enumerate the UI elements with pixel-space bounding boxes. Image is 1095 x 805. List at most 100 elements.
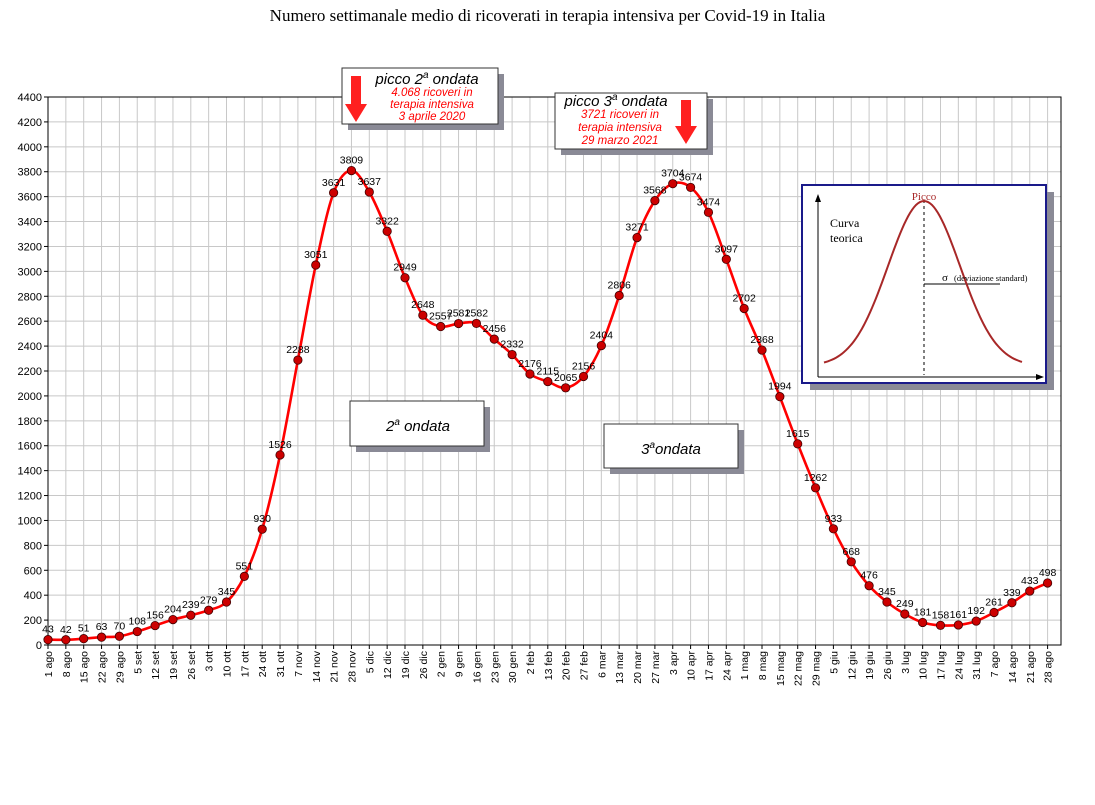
data-label-47: 345 — [878, 586, 896, 598]
data-label-20: 2949 — [393, 262, 417, 274]
data-label-48: 249 — [896, 598, 914, 610]
y-tick-label-11: 2200 — [18, 366, 42, 378]
peak3-line1: 3721 ricoveri in — [581, 109, 659, 121]
y-tick-label-20: 4000 — [18, 142, 42, 154]
data-label-51: 161 — [950, 609, 968, 621]
peak3-line2: terapia intensiva — [578, 122, 662, 134]
data-point-6 — [150, 620, 160, 631]
data-labels: 43 42 51 63 70 108 156 204 239 279345551930152622… — [42, 155, 1056, 636]
x-tick-label-27: 2 feb — [525, 651, 537, 675]
x-tick-label-43: 29 mag — [811, 651, 823, 686]
data-label-50: 158 — [932, 609, 950, 621]
y-tick-label-12: 2400 — [18, 341, 42, 353]
data-label-16: 3631 — [322, 177, 346, 189]
x-tick-label-28: 13 feb — [543, 651, 555, 680]
data-label-44: 933 — [825, 513, 843, 525]
data-point-42 — [793, 439, 803, 449]
data-point-3 — [96, 632, 107, 642]
data-point-8 — [186, 610, 196, 620]
data-point-36 — [685, 182, 696, 193]
data-label-34: 3568 — [643, 185, 667, 197]
data-label-29: 2065 — [554, 372, 578, 384]
data-point-37 — [703, 207, 714, 217]
data-point-19 — [382, 226, 392, 236]
x-tick-label-23: 9 gen — [454, 651, 466, 677]
data-point-40 — [757, 345, 767, 355]
data-label-35: 3704 — [661, 168, 685, 180]
y-tick-label-2: 400 — [24, 590, 42, 602]
data-point-52 — [971, 616, 981, 626]
y-tick-label-13: 2600 — [18, 316, 42, 328]
x-tick-label-53: 7 ago — [989, 651, 1001, 677]
data-markers — [43, 166, 1053, 645]
data-label-55: 433 — [1021, 575, 1039, 587]
peak3-title: picco 3a ondata — [563, 92, 667, 110]
x-tick-label-5: 5 set — [132, 651, 144, 674]
x-tick-label-44: 5 giu — [828, 651, 840, 674]
x-tick-label-16: 21 nov — [329, 650, 341, 682]
x-tick-label-4: 29 ago — [114, 651, 126, 683]
x-tick-label-34: 27 mar — [650, 651, 662, 684]
wave3-label: 3aondata — [603, 423, 744, 474]
data-point-24 — [471, 318, 481, 329]
data-point-15 — [311, 260, 321, 270]
peak2-annotation: picco 2a ondata 4.068 ricoveri in terapi… — [341, 67, 504, 130]
data-label-52: 192 — [967, 605, 985, 617]
x-tick-label-49: 10 lug — [918, 651, 930, 680]
data-label-14: 2288 — [286, 344, 310, 356]
x-tick-label-48: 3 lug — [900, 651, 912, 674]
y-tick-label-15: 3000 — [18, 266, 42, 278]
data-label-41: 1994 — [768, 381, 792, 393]
data-point-23 — [453, 318, 464, 329]
data-point-33 — [632, 233, 642, 243]
data-label-27: 2176 — [518, 358, 542, 370]
y-tick-label-17: 3400 — [18, 217, 42, 229]
x-tick-label-33: 20 mar — [632, 651, 644, 684]
y-tick-label-3: 600 — [24, 565, 42, 577]
wave2-label: 2a ondata — [349, 400, 490, 452]
data-point-44 — [828, 524, 839, 534]
data-label-39: 2702 — [732, 292, 756, 304]
data-label-53: 261 — [985, 596, 1003, 608]
chart-title: Numero settimanale medio di ricoverati i… — [269, 6, 826, 25]
data-label-37: 3474 — [697, 196, 721, 208]
x-tick-label-36: 10 apr — [686, 651, 698, 681]
data-point-4 — [114, 631, 125, 641]
y-tick-label-16: 3200 — [18, 241, 42, 253]
x-tick-label-3: 22 ago — [97, 651, 109, 683]
data-point-7 — [168, 614, 178, 625]
data-label-3: 63 — [96, 621, 108, 633]
data-label-45: 668 — [842, 546, 860, 558]
x-tick-label-17: 28 nov — [346, 650, 358, 682]
x-tick-label-21: 26 dic — [418, 651, 430, 679]
y-tick-label-10: 2000 — [18, 391, 42, 403]
y-tick-label-0: 0 — [36, 640, 42, 652]
data-label-1: 42 — [60, 624, 72, 636]
data-point-21 — [418, 310, 428, 320]
x-tick-label-56: 28 ago — [1043, 651, 1055, 683]
data-point-18 — [364, 187, 374, 197]
x-tick-label-30: 27 feb — [579, 651, 591, 680]
data-label-43: 1262 — [804, 472, 828, 484]
data-label-18: 3637 — [358, 176, 382, 188]
data-point-22 — [436, 321, 446, 332]
data-label-19: 3322 — [375, 215, 399, 227]
y-tick-label-14: 2800 — [18, 291, 42, 303]
x-tick-label-8: 26 set — [186, 651, 198, 680]
x-tick-label-13: 31 ott — [275, 651, 287, 677]
data-label-2: 51 — [78, 623, 90, 635]
y-axis-ticks: 0 200 400 600 800 1000 1200 1400 1600 1800 2000 220… — [18, 92, 48, 652]
data-point-25 — [489, 334, 499, 344]
y-tick-label-5: 1000 — [18, 515, 42, 527]
y-tick-label-18: 3600 — [18, 192, 42, 204]
x-tick-label-46: 19 giu — [864, 651, 876, 680]
inset-title-line2: teorica — [830, 231, 863, 245]
data-point-48 — [900, 609, 910, 619]
x-tick-label-32: 13 mar — [614, 651, 626, 684]
peak3-arrow-icon — [675, 100, 697, 144]
x-tick-label-55: 21 ago — [1025, 651, 1037, 683]
data-label-13: 1526 — [268, 439, 292, 451]
inset-theoretical-curve: Curva teorica Picco σ (deviazione standa… — [801, 184, 1054, 390]
data-label-10: 345 — [218, 586, 236, 598]
data-label-54: 339 — [1003, 587, 1021, 599]
